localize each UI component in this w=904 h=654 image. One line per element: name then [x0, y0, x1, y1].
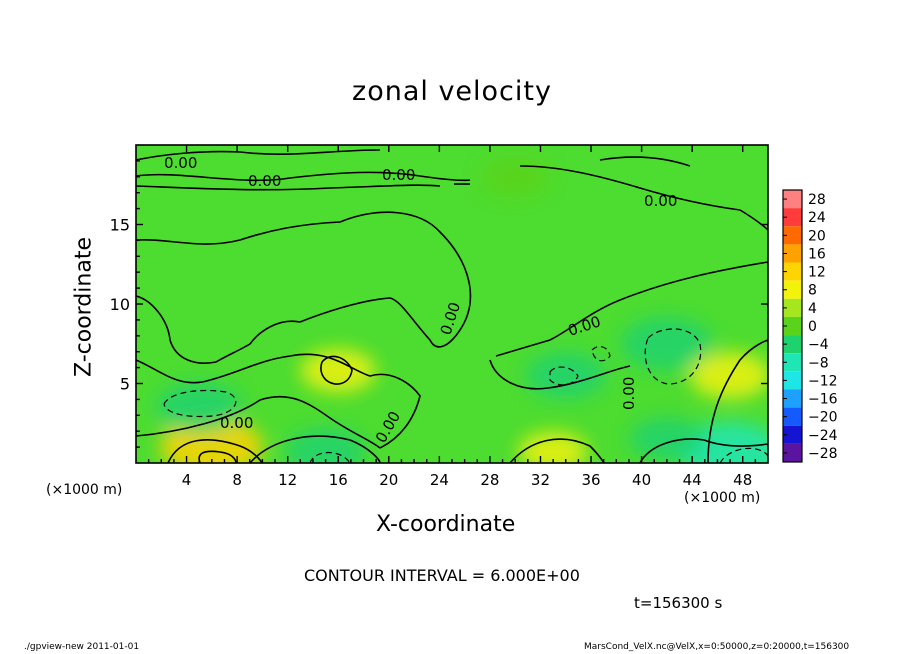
contour-line [707, 339, 768, 463]
colorbar-label: −16 [808, 392, 838, 408]
colorbar-swatch [783, 280, 802, 299]
colorbar-label: 28 [808, 192, 826, 208]
field-blob [155, 382, 243, 433]
colorbar-swatch [783, 443, 802, 462]
contour-line [639, 438, 768, 463]
contour-interval-text: CONTOUR INTERVAL = 6.000E+00 [304, 566, 580, 585]
y-axis-unit: (×1000 m) [46, 482, 123, 498]
field-blob [689, 352, 768, 399]
contour-line [136, 395, 381, 449]
contour-label: 0.00 [644, 192, 677, 210]
contour-label: 0.00 [220, 414, 253, 432]
colorbar-label: 8 [808, 283, 817, 299]
contour-line [136, 295, 301, 364]
colorbar-label: 12 [808, 265, 826, 281]
contour-line-dashed [719, 447, 768, 463]
x-tick-label: 40 [632, 471, 651, 489]
colorbar-swatch [783, 262, 802, 281]
footer-left: ./gpview-new 2011-01-01 [24, 642, 140, 652]
y-tick-label: 5 [120, 375, 130, 394]
field-blob [518, 431, 588, 463]
colorbar-swatch [783, 208, 802, 227]
contour-line [599, 156, 691, 167]
colorbar-label: 20 [808, 228, 826, 244]
y-axis-label: Z-coordinate [71, 237, 97, 377]
x-tick-label: 20 [379, 471, 398, 489]
field-blob [480, 156, 551, 197]
y-tick-label: 10 [110, 295, 130, 314]
field-blob [300, 349, 376, 393]
colorbar-label: −24 [808, 428, 838, 444]
contour-line [320, 355, 353, 385]
x-tick-label: 36 [581, 471, 600, 489]
colorbar-swatch [783, 226, 802, 245]
colorbar-swatch [783, 298, 802, 317]
colorbar-label: 4 [808, 301, 817, 317]
colorbar-swatch [783, 244, 802, 263]
contour-line [136, 184, 441, 191]
y-tick-label: 15 [110, 216, 130, 235]
contour-line [509, 438, 605, 463]
colorbar-label: 16 [808, 246, 826, 262]
contour-label: 0.00 [248, 172, 281, 190]
colorbar-label: −4 [808, 337, 829, 353]
x-tick-label: 8 [232, 471, 242, 489]
x-tick-label: 12 [278, 471, 297, 489]
time-label: t=156300 s [634, 594, 723, 612]
colorbar-swatch [783, 371, 802, 390]
x-tick-label: 16 [329, 471, 348, 489]
colorbar-swatch [783, 190, 802, 209]
contour-line [198, 450, 237, 463]
colorbar-swatch [783, 335, 802, 354]
colorbar-label: −8 [808, 355, 829, 371]
x-tick-label: 48 [733, 471, 752, 489]
x-axis-unit: (×1000 m) [684, 490, 761, 506]
colorbar-swatch [783, 316, 802, 336]
colorbar-label: 24 [808, 210, 826, 226]
contour-line-dashed [549, 366, 579, 386]
contour-label: 0.00 [382, 166, 415, 184]
colorbar-label: −20 [808, 410, 838, 426]
x-tick-label: 32 [531, 471, 550, 489]
x-tick-label: 4 [182, 471, 192, 489]
colorbar-label: −28 [808, 446, 838, 462]
contour-line [519, 165, 768, 231]
colorbar-swatch [783, 353, 802, 372]
colorbar-swatch [783, 389, 802, 408]
contour-label: 0.00 [164, 154, 197, 172]
x-tick-label: 28 [480, 471, 499, 489]
contour-line [489, 359, 631, 390]
chart-title: zonal velocity [352, 76, 552, 107]
contour-line [249, 435, 381, 463]
colorbar-label: −12 [808, 373, 838, 389]
x-tick-label: 44 [683, 471, 702, 489]
contour-line-dashed [591, 346, 611, 362]
colorbar-label: 0 [808, 319, 817, 335]
colorbar-swatch [783, 407, 802, 426]
contour-line [136, 171, 471, 182]
footer-right: MarsCond_VelX.nc@VelX,x=0:50000,z=0:2000… [584, 642, 850, 652]
contour-line-dashed [644, 328, 702, 385]
field-blob [629, 417, 705, 461]
field-blob [620, 317, 714, 371]
contour-label: 0.00 [620, 377, 638, 410]
contour-line [136, 353, 421, 449]
x-tick-label: 24 [430, 471, 449, 489]
x-axis-label: X-coordinate [376, 512, 516, 537]
contour-line-dashed [163, 389, 237, 418]
contour-line [167, 439, 263, 463]
contour-line [136, 211, 472, 348]
field-blob [525, 352, 607, 399]
contour-line-dashed [309, 451, 351, 463]
contour-line [495, 261, 768, 357]
colorbar-swatch [783, 425, 802, 444]
